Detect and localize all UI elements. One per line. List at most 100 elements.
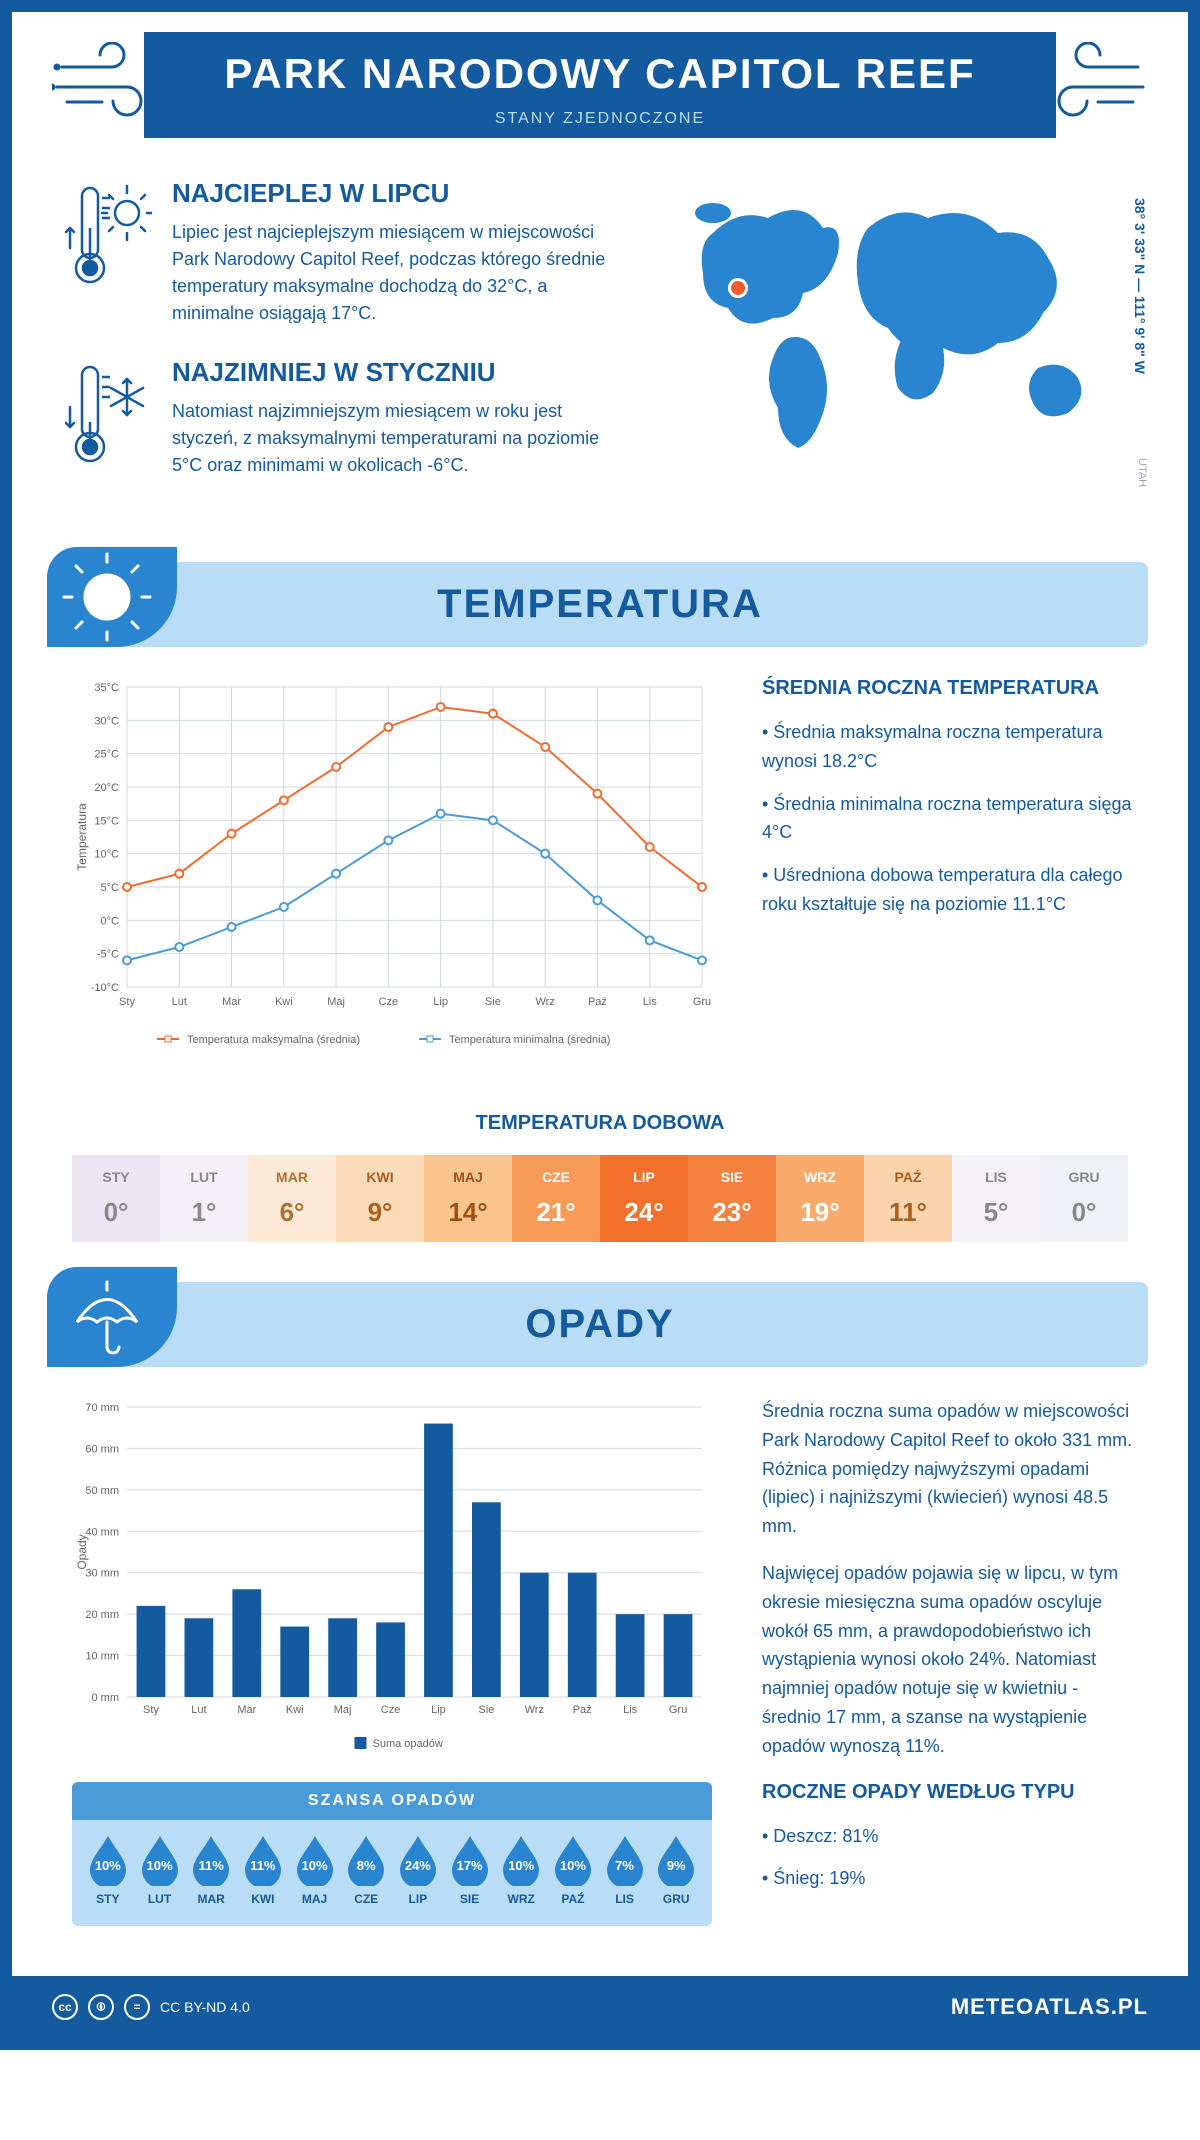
svg-text:Lip: Lip [431, 1704, 446, 1716]
drop-month: STY [82, 1892, 134, 1906]
svg-text:Maj: Maj [334, 1704, 352, 1716]
coords-label: 38° 3' 33" N — 111° 9' 8" W [1132, 198, 1148, 374]
fact-text: Lipiec jest najcieplejszym miesiącem w m… [172, 219, 618, 327]
thermometer-sun-icon [62, 178, 152, 327]
facts-column: NAJCIEPLEJ W LIPCU Lipiec jest najcieple… [62, 178, 618, 512]
daily-temp-table: STY0°LUT1°MAR6°KWI9°MAJ14°CZE21°LIP24°SI… [72, 1155, 1128, 1242]
month-label: LIS [956, 1169, 1036, 1185]
svg-text:Kwi: Kwi [286, 1704, 304, 1716]
month-label: LIP [604, 1169, 684, 1185]
svg-text:25°C: 25°C [94, 749, 119, 761]
month-label: MAR [252, 1169, 332, 1185]
drop-percent: 10% [86, 1858, 130, 1873]
info-bullet: • Średnia minimalna roczna temperatura s… [762, 790, 1142, 848]
info-paragraph: Najwięcej opadów pojawia się w lipcu, w … [762, 1559, 1142, 1761]
sun-icon [47, 547, 177, 647]
temperature-info: ŚREDNIA ROCZNA TEMPERATURA • Średnia mak… [762, 677, 1142, 1062]
type-item: • Deszcz: 81% [762, 1822, 1142, 1851]
temp-cell: MAJ 14° [424, 1155, 512, 1242]
info-paragraph: Średnia roczna suma opadów w miejscowośc… [762, 1397, 1142, 1541]
svg-text:Gru: Gru [669, 1704, 687, 1716]
temp-value: 21° [516, 1197, 596, 1228]
temp-value: 14° [428, 1197, 508, 1228]
chance-title: SZANSA OPADÓW [72, 1782, 712, 1820]
svg-text:Lut: Lut [191, 1704, 206, 1716]
svg-text:-10°C: -10°C [91, 982, 119, 994]
svg-text:Lut: Lut [172, 996, 187, 1008]
svg-text:30 mm: 30 mm [85, 1568, 119, 1580]
temp-cell: LIP 24° [600, 1155, 688, 1242]
svg-text:10°C: 10°C [94, 849, 119, 861]
precipitation-column: 0 mm10 mm20 mm30 mm40 mm50 mm60 mm70 mmS… [72, 1397, 712, 1946]
svg-text:30°C: 30°C [94, 715, 119, 727]
drop-month: WRZ [495, 1892, 547, 1906]
drop-percent: 11% [189, 1858, 233, 1873]
drop-percent: 11% [241, 1858, 285, 1873]
rain-drop: 7%LIS [599, 1834, 651, 1906]
cc-icon: cc [52, 1994, 78, 2020]
svg-text:Maj: Maj [327, 996, 345, 1008]
drop-month: CZE [340, 1892, 392, 1906]
world-map: 38° 3' 33" N — 111° 9' 8" W UTAH [658, 178, 1138, 512]
section-title: TEMPERATURA [82, 582, 1118, 627]
svg-text:50 mm: 50 mm [85, 1485, 119, 1497]
fact-coldest: NAJZIMNIEJ W STYCZNIU Natomiast najzimni… [62, 357, 618, 482]
rain-chance-box: SZANSA OPADÓW 10%STY10%LUT11%MAR11%KWI10… [72, 1782, 712, 1926]
svg-text:35°C: 35°C [94, 682, 119, 694]
precipitation-content: 0 mm10 mm20 mm30 mm40 mm50 mm60 mm70 mmS… [12, 1397, 1188, 1976]
month-label: PAŹ [868, 1169, 948, 1185]
rain-drop: 10%PAŹ [547, 1834, 599, 1906]
svg-text:Gru: Gru [693, 996, 711, 1008]
drop-percent: 8% [344, 1858, 388, 1873]
drop-percent: 10% [138, 1858, 182, 1873]
section-banner-precipitation: OPADY [52, 1282, 1148, 1367]
intro-section: NAJCIEPLEJ W LIPCU Lipiec jest najcieple… [12, 148, 1188, 542]
temperature-content: -10°C-5°C0°C5°C10°C15°C20°C25°C30°C35°CS… [12, 677, 1188, 1092]
temp-cell: WRZ19° [776, 1155, 864, 1242]
svg-text:Temperatura maksymalna (średni: Temperatura maksymalna (średnia) [187, 1034, 360, 1046]
svg-text:Temperatura minimalna (średnia: Temperatura minimalna (średnia) [449, 1034, 610, 1046]
info-heading: ŚREDNIA ROCZNA TEMPERATURA [762, 677, 1142, 700]
rain-drop: 9%GRU [650, 1834, 702, 1906]
rain-drop: 10%MAJ [289, 1834, 341, 1906]
precipitation-bar-chart: 0 mm10 mm20 mm30 mm40 mm50 mm60 mm70 mmS… [72, 1397, 712, 1757]
svg-text:Sie: Sie [478, 1704, 494, 1716]
infographic-frame: PARK NARODOWY CAPITOL REEF STANY ZJEDNOC… [0, 0, 1200, 2050]
temp-cell: MAR6° [248, 1155, 336, 1242]
drop-percent: 17% [448, 1858, 492, 1873]
rain-drop: 10% STY [82, 1834, 134, 1906]
temp-value: 0° [1044, 1197, 1124, 1228]
drop-percent: 24% [396, 1858, 440, 1873]
svg-text:Sty: Sty [119, 996, 135, 1008]
temp-value: 19° [780, 1197, 860, 1228]
svg-text:Wrz: Wrz [525, 1704, 544, 1716]
temp-cell: PAŹ 11° [864, 1155, 952, 1242]
state-label: UTAH [1136, 458, 1148, 487]
svg-text:Lis: Lis [643, 996, 658, 1008]
svg-text:Paź: Paź [573, 1704, 592, 1716]
svg-text:Mar: Mar [237, 1704, 256, 1716]
drop-percent: 9% [654, 1858, 698, 1873]
month-label: GRU [1044, 1169, 1124, 1185]
rain-drop: 10%LUT [134, 1834, 186, 1906]
drop-month: KWI [237, 1892, 289, 1906]
title-banner: PARK NARODOWY CAPITOL REEF STANY ZJEDNOC… [144, 32, 1055, 138]
precipitation-info: Średnia roczna suma opadów w miejscowośc… [762, 1397, 1142, 1946]
temp-value: 11° [868, 1197, 948, 1228]
drop-percent: 10% [551, 1858, 595, 1873]
type-item: • Śnieg: 19% [762, 1864, 1142, 1893]
umbrella-icon [47, 1267, 177, 1367]
temp-cell: LIS 5° [952, 1155, 1040, 1242]
month-label: SIE [692, 1169, 772, 1185]
rain-drop: 8% CZE [340, 1834, 392, 1906]
month-label: MAJ [428, 1169, 508, 1185]
rain-drop: 24%LIP [392, 1834, 444, 1906]
temp-value: 9° [340, 1197, 420, 1228]
temp-value: 5° [956, 1197, 1036, 1228]
temp-value: 24° [604, 1197, 684, 1228]
drop-month: LIS [599, 1892, 651, 1906]
month-label: LUT [164, 1169, 244, 1185]
section-title: OPADY [82, 1302, 1118, 1347]
svg-text:Mar: Mar [222, 996, 241, 1008]
svg-text:70 mm: 70 mm [85, 1402, 119, 1414]
